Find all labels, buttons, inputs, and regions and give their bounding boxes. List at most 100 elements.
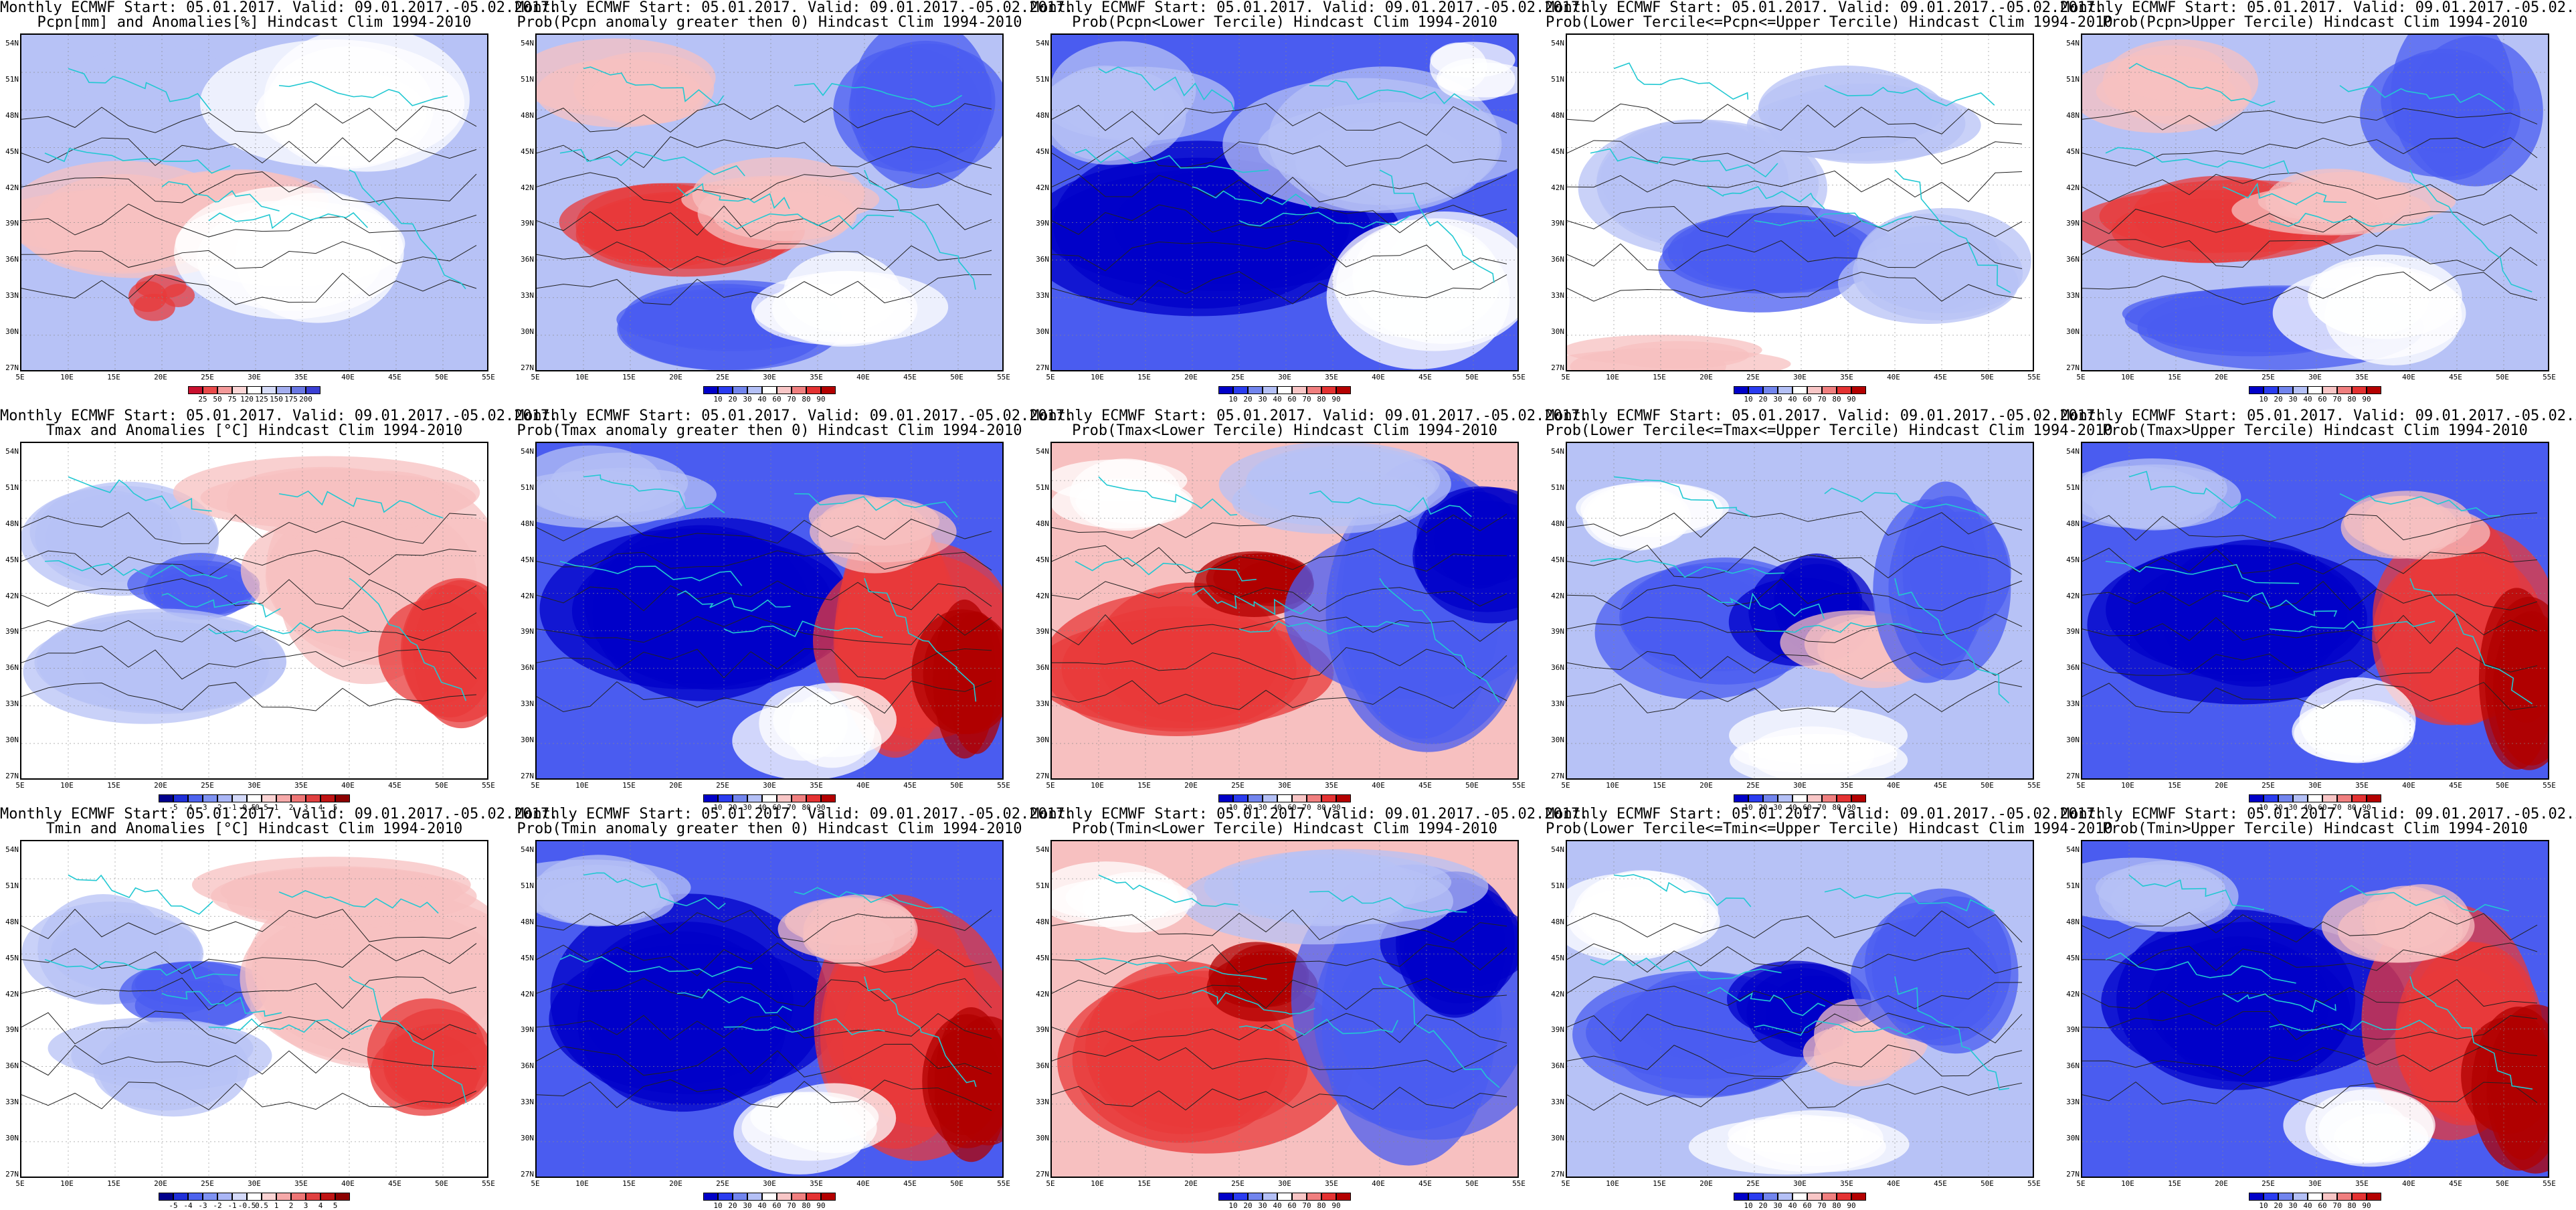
forecast-panel: Monthly ECMWF Start: 05.01.2017. Valid: … <box>2061 806 2576 1210</box>
colorbar-swatch <box>2293 386 2308 394</box>
colorbar-swatch <box>1321 794 1336 802</box>
colorbar-tick-label: 20 <box>728 803 737 812</box>
panel-title-line2: Prob(Tmin>Upper Tercile) Hindcast Clim 1… <box>2102 820 2528 837</box>
colorbar-tick-label: 30 <box>2288 803 2298 812</box>
colorbar-swatch <box>1307 794 1321 802</box>
colorbar-swatch <box>276 794 291 802</box>
colorbar-tick-label: 90 <box>2362 803 2371 812</box>
lat-tick-label: 42N <box>2066 183 2080 192</box>
colorbar-swatch <box>335 794 350 802</box>
colorbar-swatch <box>2367 794 2381 802</box>
colorbar: 10 20 30 40 60 70 80 90 <box>1218 794 1351 812</box>
lon-tick-label: 30E <box>763 1179 776 1188</box>
lat-tick-label: 42N <box>521 989 534 999</box>
lon-tick-label: 30E <box>1278 1179 1291 1188</box>
lat-tick-label: 30N <box>2066 327 2080 337</box>
panel-title-line1: Monthly ECMWF Start: 05.01.2017. Valid: … <box>1546 0 2104 16</box>
lon-tick-label: 5E <box>1046 781 1055 790</box>
lon-tick-label: 25E <box>716 373 729 381</box>
lat-tick-label: 36N <box>521 663 534 673</box>
map-field <box>1567 841 2033 1177</box>
colorbar-tick-label: 10 <box>2259 395 2268 404</box>
lon-tick-label: 45E <box>1418 373 1432 381</box>
lat-tick-label: 27N <box>5 363 19 372</box>
map-plot <box>1050 33 1519 371</box>
lat-tick-label: 42N <box>1036 183 1049 192</box>
lon-tick-label: 30E <box>1278 373 1291 381</box>
colorbar-tick-label: 40 <box>1273 803 1282 812</box>
colorbar-tick-label: -0.5 <box>238 803 256 812</box>
colorbar-tick-label: 90 <box>1847 803 1856 812</box>
colorbar-swatch <box>703 794 718 802</box>
forecast-panel: Monthly ECMWF Start: 05.01.2017. Valid: … <box>1546 408 2113 812</box>
lon-tick-label: 15E <box>107 1179 120 1188</box>
lon-tick-label: 25E <box>201 1179 214 1188</box>
colorbar-tick-label: 90 <box>1847 395 1856 404</box>
lon-tick-label: 55E <box>2543 781 2556 790</box>
colorbar-swatch <box>188 794 203 802</box>
lat-tick-label: 48N <box>1036 110 1049 120</box>
forecast-panel: Monthly ECMWF Start: 05.01.2017. Valid: … <box>1030 408 1588 812</box>
lat-tick-label: 27N <box>2066 363 2080 372</box>
lon-tick-label: 50E <box>2496 781 2509 790</box>
colorbar-swatch <box>1851 386 1866 394</box>
lat-tick-label: 39N <box>1036 1025 1049 1035</box>
lat-tick-label: 45N <box>1036 555 1049 564</box>
lon-tick-label: 50E <box>435 373 448 381</box>
map-plot <box>2081 33 2549 371</box>
lat-tick-label: 30N <box>2066 736 2080 745</box>
lat-tick-label: 51N <box>2066 881 2080 890</box>
colorbar-swatch <box>821 1193 836 1201</box>
colorbar-swatch <box>2322 794 2337 802</box>
lat-tick-label: 33N <box>1036 1098 1049 1107</box>
colorbar-swatch <box>2322 1193 2337 1201</box>
lon-tick-label: 40E <box>341 781 355 790</box>
lat-tick-label: 42N <box>521 183 534 192</box>
lon-tick-label: 55E <box>997 781 1010 790</box>
colorbar-swatch <box>1263 794 1277 802</box>
map-field <box>2082 35 2548 370</box>
colorbar-swatch <box>1292 386 1307 394</box>
forecast-panel: Monthly ECMWF Start: 05.01.2017. Valid: … <box>1546 806 2113 1210</box>
lon-tick-label: 10E <box>2121 1179 2134 1188</box>
colorbar-swatch <box>806 1193 821 1201</box>
colorbar-swatch <box>1748 386 1763 394</box>
lon-tick-label: 50E <box>950 373 963 381</box>
colorbar-swatch <box>747 386 762 394</box>
forecast-panel: Monthly ECMWF Start: 05.01.2017. Valid: … <box>2061 0 2576 404</box>
lon-tick-label: 10E <box>1091 781 1104 790</box>
colorbar-swatch <box>2293 794 2308 802</box>
lat-tick-label: 30N <box>521 736 534 745</box>
lat-tick-label: 30N <box>1036 1134 1049 1143</box>
lat-tick-label: 39N <box>521 1025 534 1035</box>
lat-tick-label: 36N <box>1036 663 1049 673</box>
panel-title-line2: Tmax and Anomalies [°C] Hindcast Clim 19… <box>45 422 463 439</box>
colorbar-swatch <box>2278 794 2293 802</box>
lat-tick-label: 42N <box>1036 989 1049 999</box>
lon-tick-label: 50E <box>950 781 963 790</box>
colorbar: 10 20 30 40 60 70 80 90 <box>2249 386 2381 404</box>
lon-tick-label: 55E <box>2027 373 2041 381</box>
colorbar-tick-label: 40 <box>2303 803 2312 812</box>
colorbar-swatch <box>733 794 747 802</box>
colorbar-swatch <box>247 386 262 394</box>
colorbar-swatch <box>792 386 806 394</box>
lat-tick-label: 33N <box>2066 699 2080 709</box>
colorbar-swatch <box>291 1193 306 1201</box>
lat-tick-label: 27N <box>521 1170 534 1179</box>
colorbar-tick-label: 80 <box>2347 395 2357 404</box>
colorbar-swatch <box>2352 794 2367 802</box>
lon-tick-label: 5E <box>15 781 25 790</box>
lon-tick-label: 15E <box>1653 373 1666 381</box>
lat-tick-label: 39N <box>1551 219 1564 228</box>
lon-tick-label: 5E <box>1046 1179 1055 1188</box>
lon-tick-label: 25E <box>2262 373 2275 381</box>
colorbar-swatch <box>2308 794 2322 802</box>
lat-tick-label: 39N <box>1036 219 1049 228</box>
colorbar-swatch <box>291 794 306 802</box>
colorbar-tick-label: 60 <box>2318 395 2327 404</box>
colorbar-tick-label: 60 <box>1803 803 1812 812</box>
colorbar-swatch <box>217 1193 232 1201</box>
lat-tick-label: 30N <box>1036 736 1049 745</box>
lon-tick-label: 35E <box>1325 781 1338 790</box>
